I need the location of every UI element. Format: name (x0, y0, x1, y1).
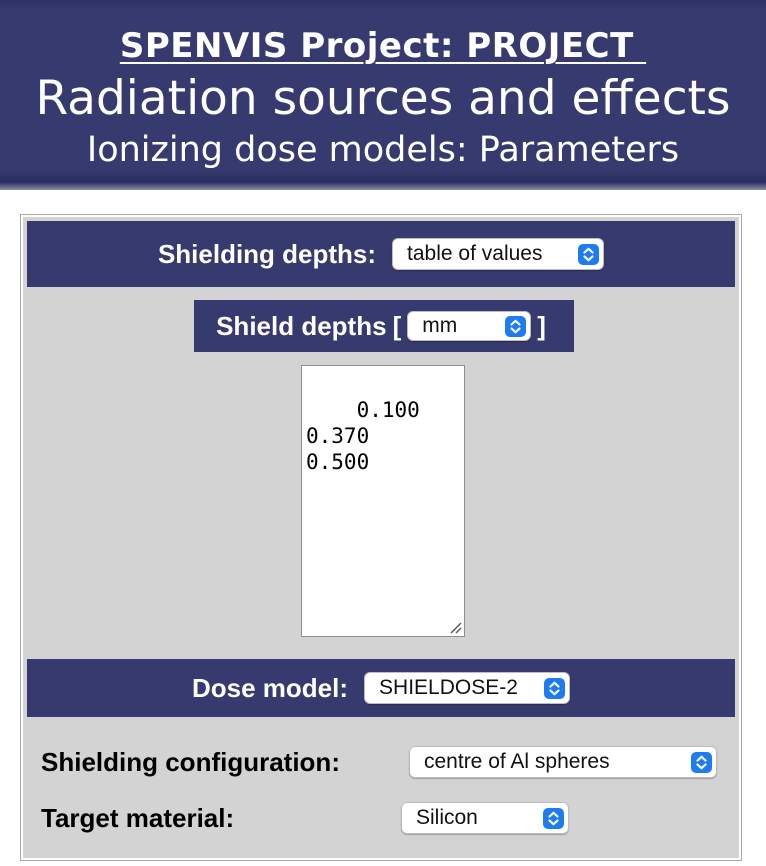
chevron-updown-icon (505, 315, 527, 337)
chevron-updown-icon (578, 243, 600, 265)
page-header: SPENVIS Project: PROJECT Radiation sourc… (0, 0, 766, 190)
chevron-updown-icon (691, 751, 712, 773)
target-material-row: Target material: Silicon (41, 801, 717, 835)
shielding-configuration-label: Shielding configuration: (41, 746, 340, 777)
parameters-panel: Shielding depths: table of values Shield… (21, 215, 741, 860)
dose-model-band: Dose model: SHIELDOSE-2 (27, 659, 735, 717)
dose-model-value: SHIELDOSE-2 (379, 676, 518, 699)
resize-grip-icon[interactable] (448, 620, 462, 634)
shielding-depths-band: Shielding depths: table of values (27, 221, 735, 287)
shield-depths-textarea[interactable]: 0.100 0.370 0.500 (301, 365, 465, 637)
shielding-depths-value: table of values (407, 242, 543, 265)
shielding-depths-select[interactable]: table of values (392, 238, 605, 270)
target-material-value: Silicon (416, 806, 478, 829)
shield-depths-label: Shield depths (216, 310, 387, 341)
shield-depths-values: 0.100 0.370 0.500 (306, 398, 420, 474)
page-title: Radiation sources and effects (35, 71, 731, 126)
shielding-configuration-select[interactable]: centre of Al spheres (409, 746, 717, 778)
page-subtitle: Ionizing dose models: Parameters (86, 130, 680, 170)
depth-unit-select[interactable]: mm (407, 311, 532, 341)
dose-model-label: Dose model: (191, 672, 349, 703)
shielding-configuration-value: centre of Al spheres (424, 750, 610, 773)
bracket-open: [ (392, 310, 402, 341)
shield-depths-header: Shield depths [ mm ] (194, 300, 574, 352)
dose-model-select[interactable]: SHIELDOSE-2 (364, 672, 571, 704)
chevron-updown-icon (543, 807, 564, 829)
bracket-close: ] (537, 310, 546, 341)
target-material-select[interactable]: Silicon (401, 802, 569, 834)
shielding-configuration-row: Shielding configuration: centre of Al sp… (41, 745, 717, 779)
shielding-depths-label: Shielding depths: (157, 238, 377, 269)
project-title[interactable]: SPENVIS Project: PROJECT (119, 26, 647, 66)
depth-unit-value: mm (422, 314, 458, 337)
target-material-label: Target material: (41, 802, 235, 833)
chevron-updown-icon (544, 677, 566, 699)
